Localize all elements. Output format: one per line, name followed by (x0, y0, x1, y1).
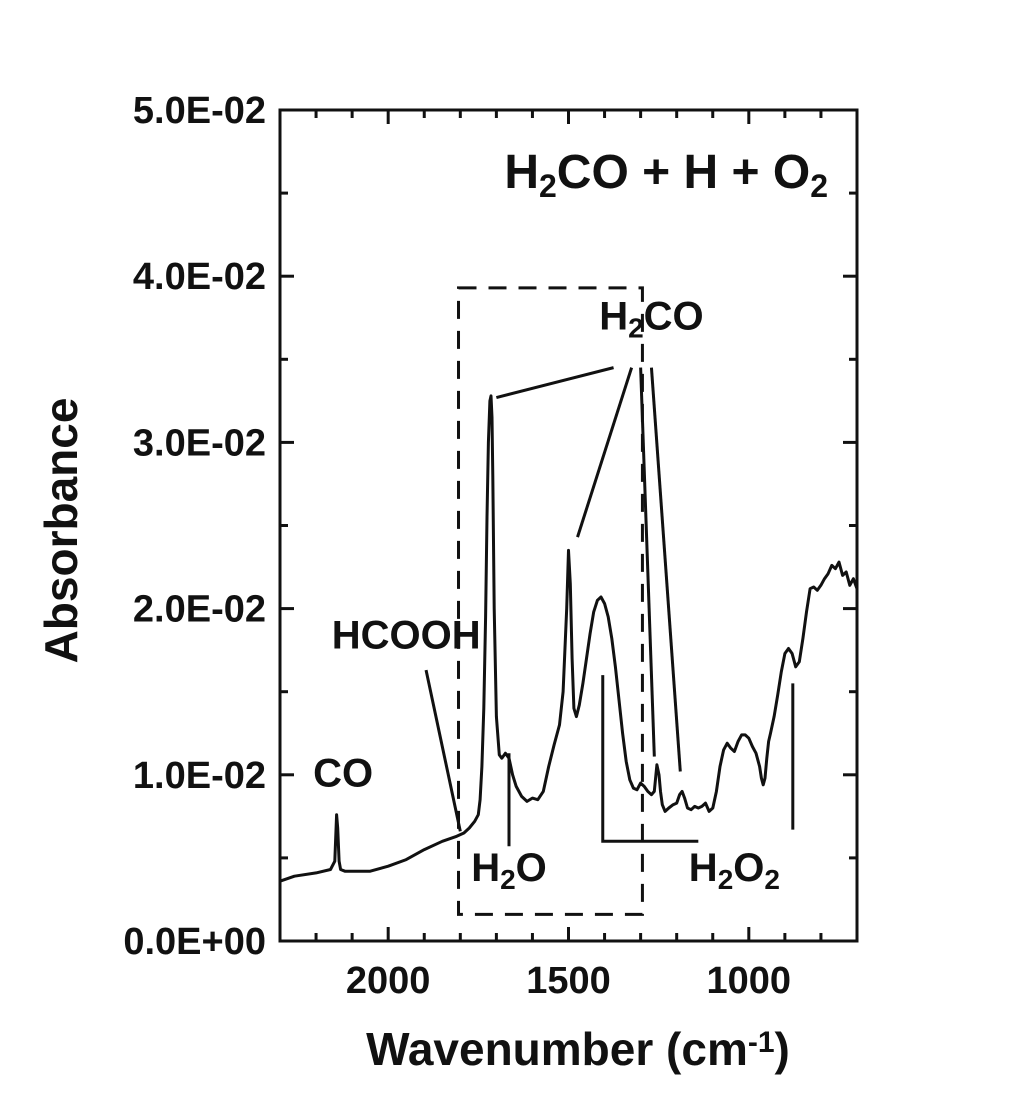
annotation-leader-line (424, 669, 462, 832)
y-tick-label: 4.0E-02 (133, 256, 266, 298)
dashed-highlight-box (457, 286, 644, 916)
peak-label: H2CO (599, 294, 703, 343)
highlight-box-layer (457, 286, 644, 916)
plot-frame (278, 108, 859, 943)
y-tick-label: 0.0E+00 (123, 921, 266, 963)
x-tick-label: 1500 (526, 960, 611, 1002)
annotation-leader-line (601, 675, 699, 843)
annotation-leader-line (649, 367, 682, 772)
annotation-layer: CO HCOOH H2CO H2O H2O2 (313, 294, 795, 895)
spectrum-line (279, 394, 859, 883)
y-tick-label: 3.0E-02 (133, 422, 266, 464)
peak-label: H2O (471, 846, 547, 895)
y-tick-label: 1.0E-02 (133, 755, 266, 797)
y-tick-label: 2.0E-02 (133, 589, 266, 631)
peak-label: CO (313, 751, 373, 795)
series-layer (279, 394, 859, 883)
y-axis-title: Absorbance (35, 398, 87, 664)
peak-label: H2O2 (689, 846, 780, 895)
x-tick-label: 1000 (707, 960, 792, 1002)
annotation-leader-line (496, 366, 614, 399)
x-tick-label: 2000 (346, 960, 431, 1002)
peak-label: HCOOH (332, 613, 481, 657)
axes: 0.0E+00 1.0E-02 2.0E-02 3.0E-02 4.0E-02 5.0E-… (123, 90, 859, 1002)
x-axis-title: Wavenumber (cm-1) (366, 1023, 790, 1075)
y-tick-label: 5.0E-02 (133, 90, 266, 132)
chart-title: H2CO + H + O2 (504, 146, 828, 204)
annotation-leader-line (576, 367, 634, 538)
annotation-leader-line (639, 367, 656, 757)
